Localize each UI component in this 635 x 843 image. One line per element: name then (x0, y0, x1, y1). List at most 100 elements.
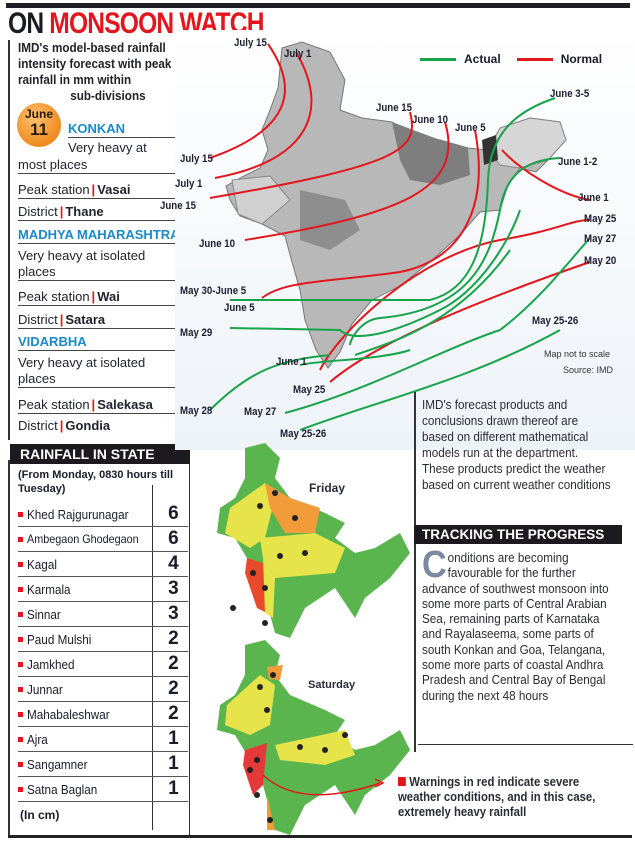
place: Karmala (26, 581, 71, 597)
intensity-vidarbha: Very heavy at isolated places (18, 355, 180, 388)
onset-map (175, 30, 635, 450)
place: Sinnar (26, 606, 61, 622)
value: 1 (168, 728, 179, 749)
bottom-rule (8, 835, 632, 838)
bullet-icon (18, 786, 23, 792)
isochrone-label: June 5 (224, 302, 255, 314)
isochrone-label: July 15 (234, 37, 267, 49)
bullet-icon (18, 661, 23, 667)
place: Kagal (26, 556, 57, 572)
table-row: Jamkhed 2 (18, 652, 188, 677)
district-value: Satara (65, 312, 106, 327)
value: 6 (168, 528, 179, 549)
peak-label: Peak station (18, 182, 90, 197)
red-square-icon (398, 777, 406, 786)
isochrone-label: May 25 (584, 213, 617, 225)
forecast-panel-frame (8, 40, 190, 440)
bullet-icon (18, 561, 23, 567)
intensity-konkan-1: Very heavy at (68, 140, 147, 155)
date-badge: June 11 (17, 103, 61, 147)
place: Junnar (26, 681, 63, 697)
bullet-icon (18, 711, 23, 717)
peak-value: Salekasa (97, 397, 153, 412)
saturday-label: Saturday (308, 679, 356, 691)
table-row: Sangamner 1 (18, 752, 188, 777)
peak-konkan: Peak station | Vasai (18, 181, 180, 199)
isochrone-label: May 27 (584, 233, 617, 245)
value: 3 (168, 603, 179, 624)
bullet-icon (18, 511, 23, 517)
place: Jamkhed (26, 656, 75, 672)
intro-text: IMD's model-based rainfall intensity for… (18, 40, 180, 104)
isochrone-label: June 15 (376, 102, 413, 114)
forecast-info-text: IMD's forecast products and conclusions … (422, 397, 611, 492)
warning-note: Warnings in red indicate severe weather … (398, 774, 603, 819)
place: Paud Mulshi (26, 631, 92, 647)
value: 4 (168, 553, 179, 574)
peak-label: Peak station (18, 397, 90, 412)
isochrone-label: July 15 (180, 153, 213, 165)
value: 2 (168, 703, 179, 724)
friday-label: Friday (309, 481, 346, 495)
isochrone-label: May 29 (180, 327, 213, 339)
saturday-warning-map (217, 640, 410, 835)
table-row: Khed Rajgurunagar 6 (18, 502, 188, 527)
bullet-icon (18, 686, 23, 692)
bullet-icon (18, 586, 23, 592)
peak-value: Vasai (97, 182, 131, 197)
bullet-icon (18, 536, 23, 542)
place: Ambegaon Ghodegaon (26, 532, 139, 546)
region-vidarbha: VIDARBHA (18, 333, 180, 351)
isochrone-label: June 10 (412, 114, 449, 126)
value: 2 (168, 653, 179, 674)
map-legend: Actual Normal (420, 52, 602, 66)
tracking-title: TRACKING THE PROGRESS (414, 525, 622, 544)
legend-normal: Normal (560, 52, 603, 66)
source-note: Source: IMD (563, 365, 614, 375)
district-madhya: District | Satara (18, 311, 180, 329)
intensity-madhya: Very heavy at isolated places (18, 248, 180, 281)
isochrone-label: May 25-26 (280, 428, 327, 440)
table-row: Mahabaleshwar 2 (18, 702, 188, 727)
isochrone-label: June 10 (199, 238, 236, 250)
isochrone-label: July 1 (284, 48, 312, 60)
place: Khed Rajgurunagar (26, 506, 129, 522)
value: 6 (168, 503, 179, 524)
value: 2 (168, 628, 179, 649)
unit-note: (In cm) (20, 808, 60, 822)
friday-warning-map (217, 443, 410, 638)
isochrone-label: May 25 (293, 384, 326, 396)
scale-note: Map not to scale (544, 349, 611, 359)
value: 2 (168, 678, 179, 699)
district-value: Thane (65, 204, 104, 219)
info-panel-frame (414, 392, 634, 752)
table-divider (152, 485, 153, 830)
isochrone-label: June 1 (578, 192, 609, 204)
place: Ajra (26, 731, 48, 747)
isochrone-label: June 3-5 (550, 88, 590, 100)
bullet-icon (18, 736, 23, 742)
intensity-konkan: most places (18, 156, 180, 174)
isochrone-label: July 1 (175, 178, 203, 190)
rainfall-subtitle: (From Monday, 0830 hours till Tuesday) (18, 469, 174, 495)
isochrone-label: June 5 (455, 122, 486, 134)
peak-madhya: Peak station | Wai (18, 288, 180, 306)
region-madhya-maharashtra: MADHYA MAHARASHTRA (18, 227, 180, 244)
divider (418, 744, 633, 745)
date-month: June (24, 107, 53, 121)
district-vidarbha: District | Gondia (18, 418, 111, 433)
isochrone-label: June 1-2 (558, 156, 598, 168)
peak-label: Peak station (18, 289, 90, 304)
intro-sub: sub-divisions (70, 88, 146, 103)
isochrone-label: May 20 (584, 255, 617, 267)
isochrone-label: May 28 (180, 405, 213, 417)
tracking-body: onditions are becoming favourable for th… (422, 550, 609, 703)
district-konkan: District | Thane (18, 203, 180, 221)
table-row: Paud Mulshi 2 (18, 627, 188, 652)
rainfall-title: RAINFALL IN STATE (10, 444, 190, 464)
value: 3 (168, 578, 179, 599)
place: Satna Baglan (26, 781, 98, 797)
dropcap: C (422, 544, 447, 586)
table-row: Karmala 3 (18, 577, 188, 602)
